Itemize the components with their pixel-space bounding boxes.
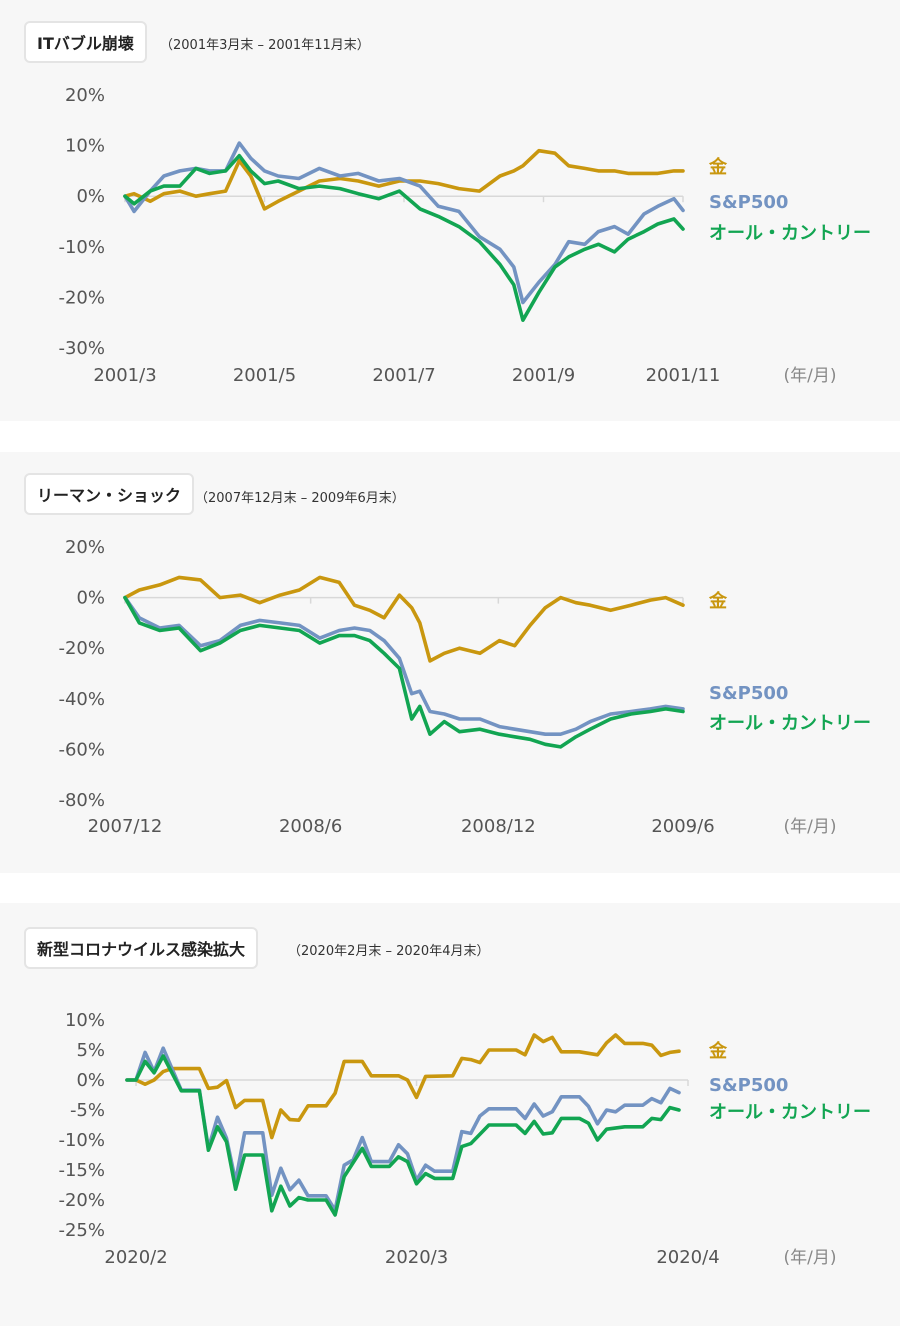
chart-subtitle: （2020年2月末 – 2020年4月末） (288, 944, 490, 959)
series-line-sp500 (123, 595, 685, 737)
x-tick-label: 2020/4 (656, 1247, 719, 1268)
x-tick-label: 2001/9 (512, 365, 575, 386)
legend-gold: 金 (709, 1041, 727, 1062)
legend-gold: 金 (709, 591, 727, 612)
y-tick-label: 0% (76, 588, 105, 609)
x-axis-unit-label: (年/月) (784, 366, 837, 386)
y-tick-label: -10% (58, 237, 105, 258)
y-tick-label: 5% (76, 1040, 105, 1061)
x-tick-label: 2008/12 (461, 816, 536, 837)
y-tick-label: -20% (58, 287, 105, 308)
y-tick-label: -80% (58, 790, 105, 811)
y-tick-label: 20% (65, 85, 105, 106)
legend-allcountry: オール・カントリー (709, 223, 871, 244)
y-tick-label: 10% (65, 136, 105, 157)
series-line-sp500 (123, 141, 685, 305)
chart-panel-lehman: リーマン・ショック （2007年12月末 – 2009年6月末） 20% 0% -2… (0, 452, 900, 873)
x-tick-label: 2020/3 (385, 1247, 448, 1268)
line-chart: 10% 5% 0% -5% -10% -15% -20% -25% 2020/2 2020/3 20… (58, 1010, 837, 1268)
chart-panel-it-bubble: ITバブル崩壊 （2001年3月末 – 2001年11月末） 20% 10% 0% -… (0, 0, 900, 421)
y-tick-label: 0% (76, 1070, 105, 1091)
chart-subtitle: （2007年12月末 – 2009年6月末） (195, 491, 405, 506)
line-chart: 20% 10% 0% -10% -20% -30% 2001/3 2001/5 2001/7 20… (58, 85, 837, 386)
series-line-allcountry (125, 1054, 681, 1217)
series-line-sp500 (125, 1046, 681, 1213)
y-tick-label: -10% (58, 1130, 105, 1151)
chart-title: ITバブル崩壊 (24, 21, 147, 63)
chart-panel-covid: 新型コロナウイルス感染拡大 （2020年2月末 – 2020年4月末） 10% 5… (0, 903, 900, 1326)
y-tick-label: -5% (70, 1100, 105, 1121)
legend-allcountry: オール・カントリー (709, 713, 871, 734)
x-tick-label: 2020/2 (104, 1247, 167, 1268)
x-axis-unit-label: (年/月) (784, 1248, 837, 1268)
line-chart: 20% 0% -20% -40% -60% -80% 2007/12 2008/6 2008/1… (58, 537, 837, 837)
series-line-gold (125, 1033, 681, 1140)
x-tick-label: 2007/12 (88, 816, 163, 837)
chart-title: 新型コロナウイルス感染拡大 (24, 927, 259, 969)
x-tick-label: 2001/7 (372, 365, 435, 386)
legend-sp500: S&P500 (709, 192, 789, 213)
series-line-gold (123, 575, 685, 663)
legend-sp500: S&P500 (709, 1075, 789, 1096)
y-tick-label: 0% (76, 186, 105, 207)
y-tick-label: 10% (65, 1010, 105, 1031)
x-tick-label: 2001/11 (646, 365, 721, 386)
chart-title: リーマン・ショック (24, 473, 195, 515)
series-line-allcountry (123, 153, 685, 323)
x-tick-label: 2008/6 (279, 816, 342, 837)
legend-allcountry: オール・カントリー (709, 1102, 871, 1123)
legend-gold: 金 (709, 157, 727, 178)
y-tick-label: 20% (65, 537, 105, 558)
x-tick-label: 2001/3 (93, 365, 156, 386)
x-axis-unit-label: (年/月) (784, 817, 837, 837)
y-tick-label: -60% (58, 739, 105, 760)
chart-subtitle: （2001年3月末 – 2001年11月末） (160, 38, 370, 53)
series-line-allcountry (123, 595, 685, 749)
legend-sp500: S&P500 (709, 683, 789, 704)
y-tick-label: -30% (58, 338, 105, 359)
y-tick-label: -20% (58, 638, 105, 659)
x-tick-label: 2009/6 (651, 816, 714, 837)
x-tick-label: 2001/5 (233, 365, 296, 386)
y-tick-label: -40% (58, 689, 105, 710)
y-tick-label: -15% (58, 1160, 105, 1181)
y-tick-label: -25% (58, 1220, 105, 1241)
y-tick-label: -20% (58, 1190, 105, 1211)
